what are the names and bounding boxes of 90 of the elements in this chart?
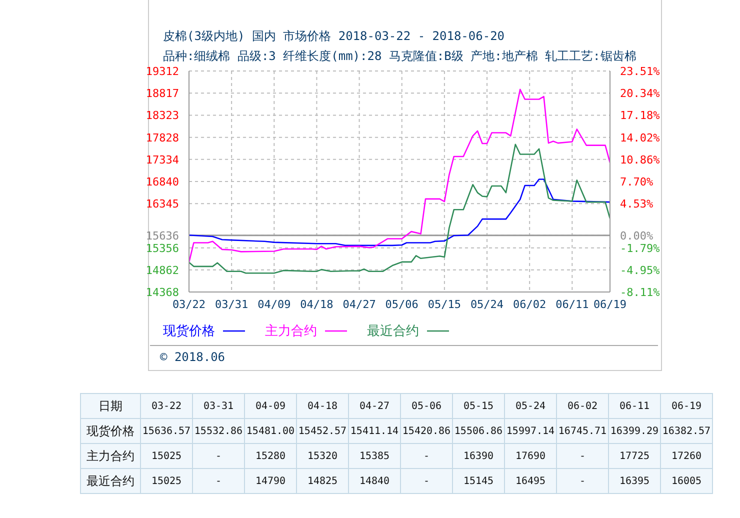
y-tick-label: 17334 <box>146 153 180 166</box>
y2-tick-label: 0.00% <box>620 229 654 242</box>
category-label: 04-09 <box>244 394 296 418</box>
data-label: 17690 <box>504 444 556 468</box>
data-label: 16005 <box>660 468 712 494</box>
data-label: 17260 <box>660 444 712 468</box>
data-label: 16495 <box>504 468 556 494</box>
data-label: 15506.86 <box>452 418 504 444</box>
y-tick-label: 15356 <box>146 242 179 255</box>
x-tick-label: 05/24 <box>470 298 504 311</box>
data-label: - <box>556 444 608 468</box>
y2-tick-label: -4.95% <box>620 264 660 277</box>
y-tick-label: 19312 <box>146 65 179 78</box>
category-label: 06-19 <box>660 394 712 418</box>
data-label: 15025 <box>140 468 192 494</box>
line-series <box>189 88 610 264</box>
category-label: 03-31 <box>192 394 244 418</box>
category-label: 04-18 <box>296 394 348 418</box>
y2-tick-label: 17.18% <box>620 109 660 122</box>
data-label: - <box>400 468 452 494</box>
x-tick-label: 05/06 <box>385 298 418 311</box>
data-label: 15385 <box>348 444 400 468</box>
data-label: 15411.14 <box>348 418 400 444</box>
y-tick-label: 18323 <box>146 109 179 122</box>
data-label: 14825 <box>296 468 348 494</box>
y-tick-label: 15636 <box>146 229 179 242</box>
y2-tick-label: -1.79% <box>620 242 660 255</box>
chart-title: 皮棉(3级内地) 国内 市场价格 2018-03-22 - 2018-06-20 <box>163 28 505 45</box>
y2-tick-label: 7.70% <box>620 176 654 188</box>
x-tick-label: 04/18 <box>300 298 334 311</box>
data-label: 15481.00 <box>244 418 296 444</box>
x-tick-label: 03/22 <box>172 298 206 311</box>
data-label: 14790 <box>244 468 296 494</box>
y-tick-label: 16345 <box>146 198 179 211</box>
data-label: - <box>400 444 452 468</box>
x-tick-label: 06/02 <box>513 298 546 311</box>
y-tick-label: 14368 <box>146 286 179 299</box>
x-tick-label: 03/31 <box>215 298 248 311</box>
data-label: 16382.57 <box>660 418 712 444</box>
data-label: 15532.86 <box>192 418 244 444</box>
category-label: 04-27 <box>348 394 400 418</box>
y2-tick-label: 14.02% <box>620 131 660 144</box>
y-tick-label: 17828 <box>146 131 179 144</box>
y2-tick-label: 23.51% <box>620 65 660 78</box>
legend-label: 主力合约 <box>265 323 317 340</box>
data-label: 14840 <box>348 468 400 494</box>
chart-subtitle: 品种:细绒棉 品级:3 纤维长度(mm):28 马克隆值:B级 产地:地产棉 轧工工艺:锯齿棉 <box>163 48 636 65</box>
category-label: 06-11 <box>608 394 660 418</box>
data-label: - <box>192 444 244 468</box>
legend-label: 最近合约 <box>367 323 419 340</box>
data-label: 16399.29 <box>608 418 660 444</box>
y2-tick-label: 20.34% <box>620 87 660 100</box>
data-label: 15636.57 <box>140 418 192 444</box>
text: 日期 <box>80 394 140 418</box>
legend-label: 主力合约 <box>80 444 140 468</box>
legend-label: 最近合约 <box>80 468 140 494</box>
y-tick-label: 18817 <box>146 87 179 100</box>
data-label: 17725 <box>608 444 660 468</box>
data-label: 16745.71 <box>556 418 608 444</box>
y2-tick-label: 10.86% <box>620 153 660 166</box>
data-label: 16395 <box>608 468 660 494</box>
category-label: 05-06 <box>400 394 452 418</box>
data-label: 15320 <box>296 444 348 468</box>
y-tick-label: 14862 <box>146 264 179 277</box>
data-label: - <box>192 468 244 494</box>
category-label: 06-02 <box>556 394 608 418</box>
y2-tick-label: -8.11% <box>620 286 660 299</box>
data-label: 16390 <box>452 444 504 468</box>
x-tick-label: 04/27 <box>342 298 376 311</box>
y-tick-label: 16840 <box>146 176 179 188</box>
x-tick-label: 04/09 <box>258 298 291 311</box>
category-label: 05-24 <box>504 394 556 418</box>
line-series <box>189 178 610 246</box>
legend-label: 现货价格 <box>163 323 215 340</box>
data-label: 15280 <box>244 444 296 468</box>
data-label: 15145 <box>452 468 504 494</box>
data-label: 15025 <box>140 444 192 468</box>
y2-tick-label: 4.53% <box>620 198 654 211</box>
category-label: 05-15 <box>452 394 504 418</box>
data-label: 15452.57 <box>296 418 348 444</box>
x-tick-label: 05/15 <box>428 298 461 311</box>
text: © 2018.06 <box>160 350 226 364</box>
category-label: 03-22 <box>140 394 192 418</box>
line-series <box>189 144 610 274</box>
data-label: - <box>556 468 608 494</box>
series-label: 现货价格 <box>80 418 140 444</box>
x-tick-label: 06/11 <box>556 298 589 311</box>
data-label: 15420.86 <box>400 418 452 444</box>
x-tick-label: 06/19 <box>593 298 627 311</box>
data-label: 15997.14 <box>504 418 556 444</box>
